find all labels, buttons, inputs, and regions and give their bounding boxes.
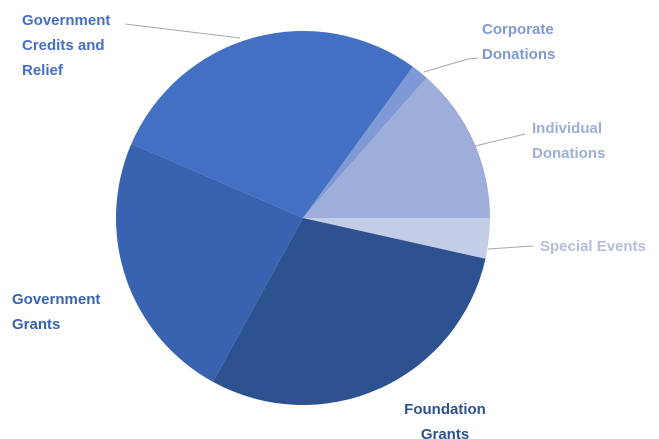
pie-slice-corporate-donations — [303, 66, 427, 219]
pie-slice-individual-donations — [303, 77, 490, 218]
pie-slice-government-grants — [115, 143, 303, 382]
slice-label-line: Grants — [421, 426, 469, 439]
leader-lines — [124, 23, 534, 250]
slice-label-line: Grants — [12, 316, 60, 333]
leader-line — [423, 57, 479, 73]
pie-slices — [115, 30, 490, 406]
slice-label-line: Government — [12, 291, 100, 308]
slice-label-line: Relief — [22, 62, 64, 79]
slice-label: Individual Donations — [532, 120, 605, 162]
pie-slice-foundation-grants — [212, 218, 486, 406]
slice-label-line: Foundation — [404, 401, 486, 418]
slice-label: Government Grants — [12, 291, 100, 333]
slice-label: Corporate Donations — [482, 21, 555, 63]
leader-line — [474, 133, 526, 147]
slice-label: Foundation Grants — [404, 401, 486, 439]
pie-slice-special-events — [303, 218, 490, 259]
leader-line — [487, 245, 534, 250]
pie-slice-government-credits-and-relief — [131, 30, 413, 218]
slice-label-line: Special Events — [540, 238, 646, 255]
slice-label-line: Donations — [532, 145, 605, 162]
slice-label: Government Credits and Relief — [22, 12, 110, 79]
slice-label-line: Individual — [532, 120, 602, 137]
slice-label-line: Corporate — [482, 21, 554, 38]
slice-label-line: Donations — [482, 46, 555, 63]
slice-label-line: Credits and — [22, 37, 105, 54]
slice-label: Special Events — [540, 238, 646, 255]
leader-line — [124, 23, 241, 39]
slice-label-line: Government — [22, 12, 110, 29]
